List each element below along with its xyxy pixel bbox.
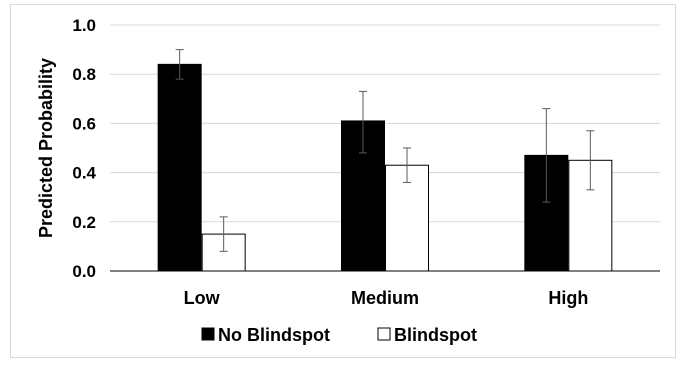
error-bar — [359, 90, 367, 154]
legend-label: Blindspot — [394, 325, 477, 345]
y-tick-label: 0.8 — [72, 65, 96, 84]
y-tick-label: 0.0 — [72, 262, 96, 281]
legend-swatch — [201, 327, 215, 341]
legend: No Blindspot Blindspot — [201, 325, 477, 345]
legend-item: No Blindspot — [201, 325, 330, 345]
y-tick-label: 1.0 — [72, 16, 96, 35]
legend-swatch — [377, 327, 391, 341]
x-tick-label: Medium — [351, 288, 419, 308]
error-bar — [403, 147, 411, 183]
x-tick-label: High — [548, 288, 588, 308]
error-bar — [542, 108, 551, 203]
x-tick-labels: Low Medium High — [184, 288, 589, 308]
y-tick-label: 0.2 — [72, 213, 96, 232]
legend-item: Blindspot — [377, 325, 477, 345]
error-bars — [175, 49, 595, 252]
y-tick-label: 0.6 — [72, 114, 96, 133]
x-tick-label: Low — [184, 288, 221, 308]
y-axis-title: Predicted Probability — [36, 58, 56, 238]
error-bar — [586, 130, 595, 191]
y-tick-labels: 0.0 0.2 0.4 0.6 0.8 1.0 — [72, 16, 96, 281]
y-tick-label: 0.4 — [72, 164, 96, 183]
legend-label: No Blindspot — [218, 325, 330, 345]
bars — [157, 63, 613, 272]
error-bar — [219, 216, 228, 252]
bar-no-blindspot — [157, 63, 202, 272]
error-bar — [175, 49, 184, 80]
